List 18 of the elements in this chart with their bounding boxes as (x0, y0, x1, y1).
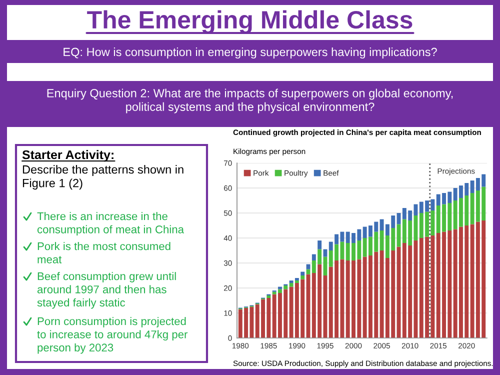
bar (300, 276, 305, 280)
bar (289, 283, 294, 287)
bar (318, 240, 322, 250)
text: Enquiry Question 2: What are the impacts of superpowers on global economy, political systems and the physical environment? (47, 88, 453, 114)
chart-title: The Emerging Middle Class (87, 10, 412, 34)
text: Starter Activity: (22, 150, 114, 162)
bar (306, 264, 310, 270)
text: Describe the patterns shown in Figure 1 (2) (22, 165, 184, 190)
text: Porn consumption is projected to increase to around 47kg per person by 2023 (37, 317, 188, 354)
text: Beef consumption grew until around 1997 and then has stayed fairly static (37, 272, 176, 309)
bar (312, 254, 316, 260)
bar (284, 286, 288, 290)
text: There is an increase in the consumption of meat in China (37, 212, 184, 236)
bar (396, 213, 401, 224)
chart-subtitle: EQ: How is consumption in emerging superpowers having implications? (64, 48, 437, 58)
bar (414, 204, 418, 216)
text: Pork is the most consumed meat (38, 242, 170, 264)
bar (300, 272, 305, 276)
